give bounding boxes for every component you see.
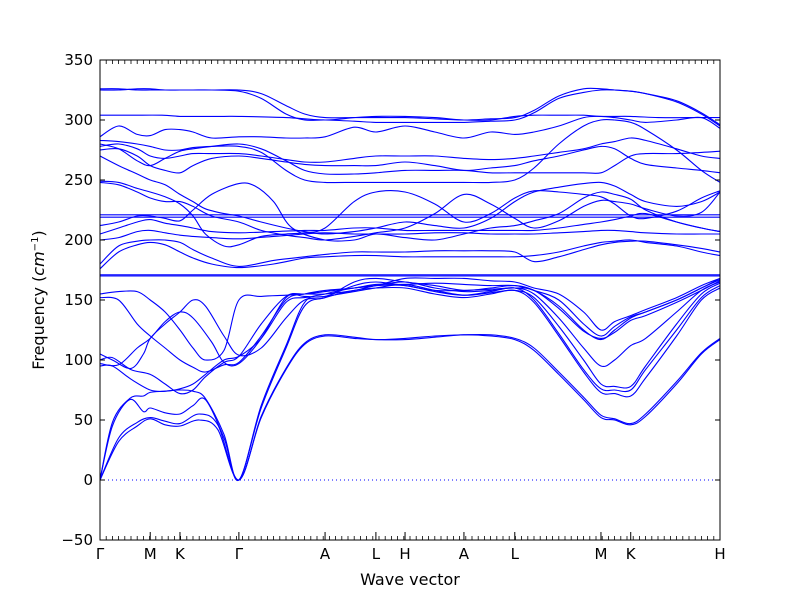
series-line	[99, 115, 721, 139]
y-tick-label: 100	[64, 351, 93, 369]
y-axis-label-unit: cm	[29, 251, 48, 275]
series-line	[99, 282, 721, 392]
x-tick-label: L	[372, 545, 381, 563]
series-line	[99, 87, 721, 126]
series-line	[99, 137, 721, 163]
series-path	[99, 229, 720, 241]
plot-area	[100, 60, 720, 540]
y-axis-label-text: Frequency (	[29, 276, 48, 370]
series-line	[99, 239, 721, 270]
x-axis-label: Wave vector	[360, 570, 460, 589]
series-path	[99, 182, 721, 242]
series-path	[99, 137, 721, 163]
series-path	[99, 277, 721, 361]
y-axis-label: Frequency (cm−1)	[29, 230, 48, 369]
series-line	[100, 114, 720, 121]
y-tick-label: 150	[64, 291, 93, 309]
series-line	[99, 180, 721, 248]
x-tick-label: A	[459, 545, 470, 563]
series-path	[99, 212, 721, 235]
series-line	[99, 277, 721, 361]
series-path	[99, 181, 721, 241]
series-line	[99, 155, 721, 235]
series-line	[99, 181, 721, 241]
series-line	[99, 239, 721, 267]
series-path	[99, 180, 721, 248]
y-axis-label-close: )	[29, 230, 48, 236]
series-line	[99, 145, 721, 174]
x-tick-label: M	[594, 545, 607, 563]
x-tick-label: A	[320, 545, 331, 563]
series-line	[99, 280, 721, 367]
x-tick-label: M	[144, 545, 157, 563]
series-path	[99, 145, 721, 174]
series-line	[99, 229, 720, 241]
x-tick-label: Γ	[235, 545, 244, 563]
x-tick-label: K	[175, 545, 186, 563]
series-line	[99, 277, 721, 369]
plot-frame	[99, 59, 721, 541]
series-path	[99, 282, 721, 392]
y-axis-label-exponent: −1	[30, 237, 41, 252]
series-path	[99, 333, 721, 481]
x-tick-label: K	[626, 545, 637, 563]
x-tick-label: Γ	[96, 545, 105, 563]
series-line	[99, 279, 721, 373]
series-path	[99, 279, 721, 373]
series-line	[99, 212, 721, 235]
series-path	[99, 115, 721, 139]
x-tick-label: H	[399, 545, 410, 563]
series-path	[100, 114, 720, 121]
y-tick-label: −50	[61, 531, 93, 549]
series-layer	[99, 87, 721, 481]
series-path	[99, 280, 721, 367]
x-tick-label: L	[511, 545, 520, 563]
series-path	[99, 118, 721, 184]
y-tick-label: 300	[64, 111, 93, 129]
series-path	[99, 155, 721, 235]
series-path	[99, 277, 721, 369]
series-line	[99, 118, 721, 184]
y-tick-label: 200	[64, 231, 93, 249]
series-path	[99, 143, 721, 175]
x-tick-label: H	[714, 545, 725, 563]
series-line	[99, 143, 721, 175]
series-line	[99, 182, 721, 242]
y-tick-label: 350	[64, 51, 93, 69]
y-tick-label: 0	[83, 471, 93, 489]
series-path	[99, 87, 721, 126]
series-line	[99, 333, 721, 481]
series-path	[99, 239, 721, 270]
series-path	[99, 239, 721, 267]
y-tick-label: 250	[64, 171, 93, 189]
y-tick-label: 50	[74, 411, 93, 429]
